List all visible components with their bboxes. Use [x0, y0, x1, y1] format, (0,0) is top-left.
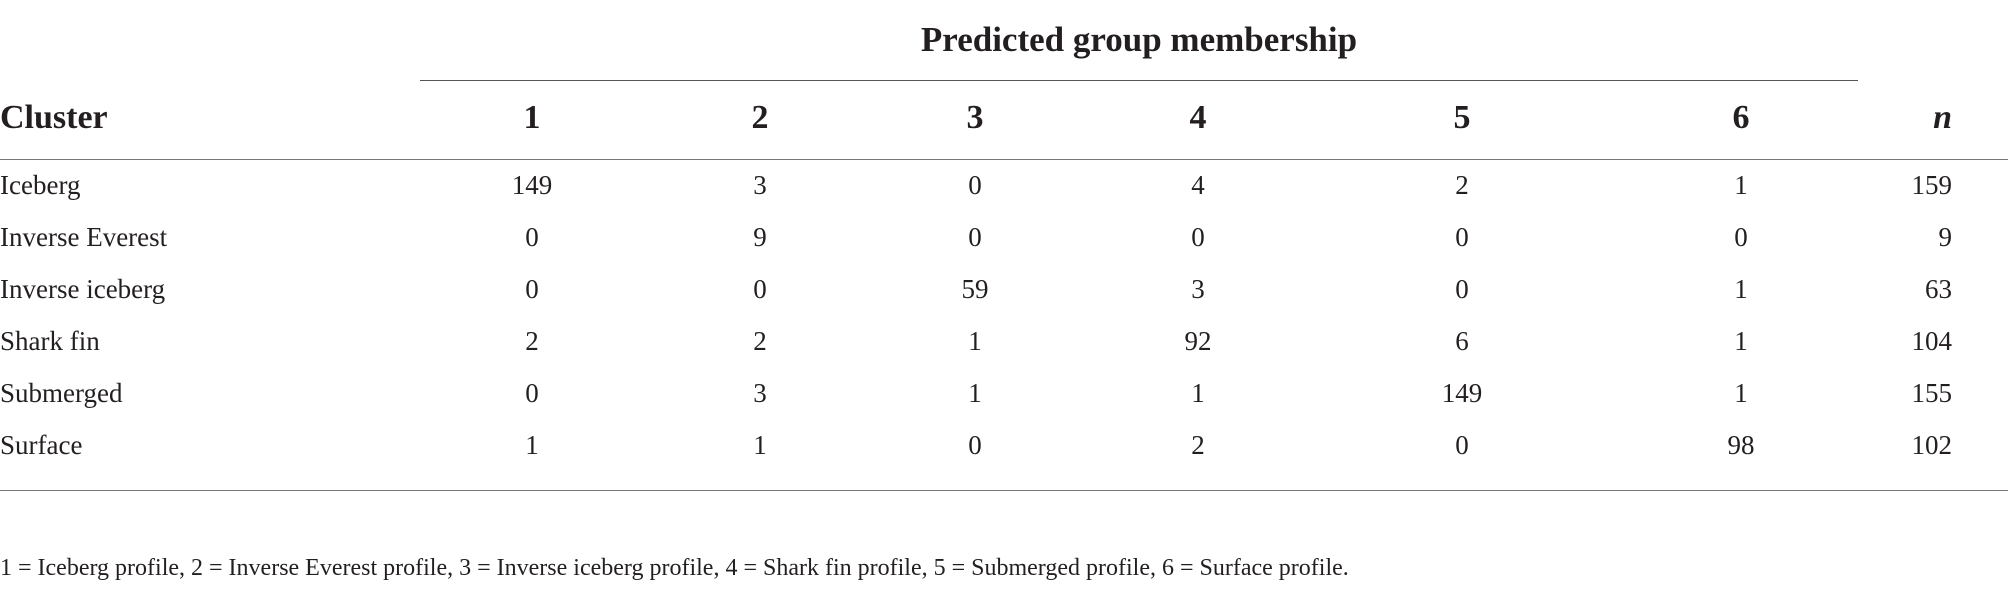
- cell-col-6: 1: [1734, 170, 1748, 200]
- cell-col-3: 59: [961, 274, 989, 304]
- cell-col-5: 149: [1441, 378, 1483, 408]
- header-col-6: 6: [1732, 99, 1750, 136]
- cell-n: 9: [1938, 222, 1953, 252]
- cell-col-2: 3: [753, 170, 767, 200]
- header-rule: [0, 159, 2008, 160]
- row-label: Inverse iceberg: [0, 274, 166, 304]
- table-row: Inverse iceberg 0 0 59 3 0 1 63: [0, 271, 2008, 321]
- cell-col-1: 1: [525, 430, 539, 460]
- row-label: Surface: [0, 430, 83, 460]
- cell-col-6: 0: [1734, 222, 1748, 252]
- cell-n: 155: [1911, 378, 1953, 408]
- cell-n: 102: [1911, 430, 1953, 460]
- table-footnote: 1 = Iceberg profile, 2 = Inverse Everest…: [0, 555, 1349, 581]
- header-col-2: 2: [751, 99, 769, 136]
- cell-col-2: 9: [753, 222, 767, 252]
- cell-col-4: 1: [1191, 378, 1205, 408]
- cell-col-5: 0: [1455, 430, 1469, 460]
- header-n: n: [1933, 99, 1952, 136]
- cell-col-3: 0: [968, 430, 982, 460]
- header-row: Cluster 1 2 3 4 5 6 n: [0, 96, 2008, 146]
- cell-col-5: 0: [1455, 222, 1469, 252]
- table-row: Submerged 0 3 1 1 149 1 155: [0, 375, 2008, 425]
- cell-n: 63: [1925, 274, 1952, 304]
- cell-col-1: 2: [525, 326, 539, 356]
- cell-col-3: 0: [968, 170, 982, 200]
- header-col-3: 3: [966, 99, 984, 136]
- cell-col-4: 2: [1191, 430, 1205, 460]
- row-label: Iceberg: [0, 170, 81, 200]
- table-row: Surface 1 1 0 2 0 98 102: [0, 427, 2008, 477]
- table-row: Inverse Everest 0 9 0 0 0 0 9: [0, 219, 2008, 269]
- cell-n: 159: [1911, 170, 1953, 200]
- cell-col-4: 4: [1191, 170, 1205, 200]
- cell-col-4: 92: [1184, 326, 1212, 356]
- cell-col-2: 1: [753, 430, 767, 460]
- cell-n: 104: [1911, 326, 1953, 356]
- cell-col-3: 1: [968, 326, 982, 356]
- row-label: Submerged: [0, 378, 123, 408]
- cell-col-5: 0: [1455, 274, 1469, 304]
- cell-col-1: 0: [525, 378, 539, 408]
- cell-col-5: 6: [1455, 326, 1469, 356]
- cell-col-3: 1: [968, 378, 982, 408]
- cell-col-2: 2: [753, 326, 767, 356]
- table-row: Iceberg 149 3 0 4 2 1 159: [0, 167, 2008, 217]
- cell-col-2: 3: [753, 378, 767, 408]
- cell-col-4: 3: [1191, 274, 1205, 304]
- header-col-1: 1: [523, 99, 541, 136]
- cell-col-6: 1: [1734, 378, 1748, 408]
- header-cluster: Cluster: [0, 99, 108, 136]
- row-label: Inverse Everest: [0, 222, 168, 252]
- cell-col-6: 98: [1727, 430, 1755, 460]
- cell-col-4: 0: [1191, 222, 1205, 252]
- row-label: Shark fin: [0, 326, 100, 356]
- cell-col-1: 0: [525, 274, 539, 304]
- table-row: Shark fin 2 2 1 92 6 1 104: [0, 323, 2008, 373]
- cell-col-1: 149: [511, 170, 553, 200]
- header-col-5: 5: [1453, 99, 1471, 136]
- cell-col-3: 0: [968, 222, 982, 252]
- group-header: Predicted group membership: [920, 20, 1358, 59]
- table-bottom-rule: [0, 490, 2008, 491]
- cell-col-6: 1: [1734, 326, 1748, 356]
- cell-col-6: 1: [1734, 274, 1748, 304]
- cell-col-1: 0: [525, 222, 539, 252]
- group-header-rule: [420, 80, 1858, 81]
- cell-col-2: 0: [753, 274, 767, 304]
- header-col-4: 4: [1189, 99, 1207, 136]
- cell-col-5: 2: [1455, 170, 1469, 200]
